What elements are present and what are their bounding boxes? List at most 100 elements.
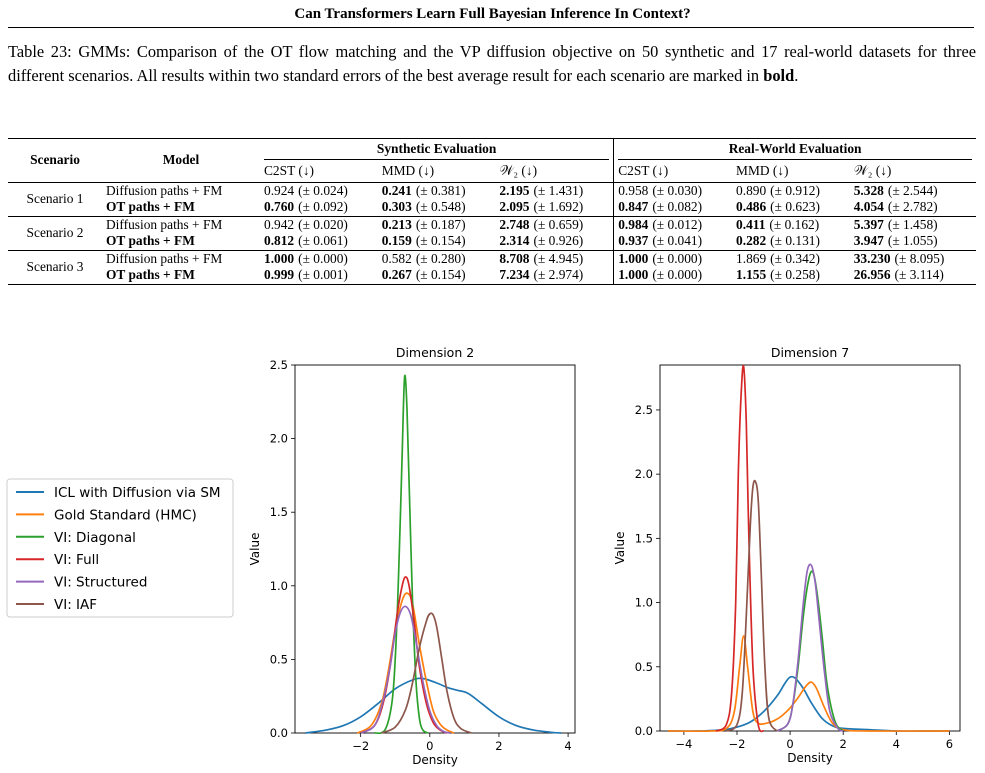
value-cell: 5.328 (± 2.544)	[849, 181, 976, 199]
metric-value: 1.869	[736, 250, 767, 266]
series-line-vi-diagonal	[776, 570, 844, 732]
value-cell: 0.984 (± 0.012)	[613, 215, 733, 233]
legend-label: VI: Structured	[54, 575, 147, 591]
table-body: Scenario 1 Diffusion paths + FM 0.924 (± 0.…	[8, 181, 976, 285]
y-tick-label: 0.0	[270, 726, 288, 740]
standard-error: (± 0.154)	[415, 233, 466, 249]
plot-frame	[659, 364, 961, 732]
header-model: Model	[102, 138, 260, 182]
x-tick-label: 4	[564, 739, 571, 753]
metric-value: 0.984	[618, 216, 649, 232]
header-rule	[8, 27, 974, 28]
standard-error: (± 2.782)	[887, 199, 938, 215]
chart-legend: ICL with Diffusion via SM Gold Standard (…	[6, 478, 234, 618]
series-line-icl-with-diffusion-via-sm	[305, 677, 562, 734]
metric-value: 3.947	[853, 233, 884, 249]
standard-error: (± 0.001)	[298, 267, 348, 283]
metric-value: 0.812	[264, 233, 295, 249]
value-cell: 0.958 (± 0.030)	[613, 181, 733, 199]
synthetic-group-label: Synthetic Evaluation	[264, 139, 610, 160]
series-line-vi-full	[715, 364, 765, 733]
value-cell: 1.000 (± 0.000)	[613, 267, 733, 285]
real-world-metric-header-2: 𝒲₂ (↓)	[853, 162, 892, 178]
value-cell: 1.000 (± 0.000)	[260, 249, 378, 267]
real-world-metric-header-1: MMD (↓)	[736, 162, 789, 178]
standard-error: (± 0.092)	[298, 199, 348, 215]
x-tick-label: −2	[352, 739, 369, 753]
metric-value: 2.314	[499, 233, 530, 249]
standard-error: (± 0.131)	[770, 233, 820, 249]
standard-error: (± 4.945)	[533, 250, 584, 266]
series-line-gold-standard-hmc	[667, 635, 950, 733]
table-row: Scenario 3 Diffusion paths + FM 1.000 (± 0.…	[8, 249, 976, 285]
standard-error: (± 8.095)	[894, 250, 945, 266]
legend-label: VI: Diagonal	[54, 530, 136, 546]
metric-value: 0.942	[264, 216, 295, 232]
standard-error: (± 0.024)	[298, 182, 348, 198]
value-cell: 0.942 (± 0.020)	[260, 215, 378, 233]
value-cell: 0.213 (± 0.187)	[377, 215, 496, 233]
y-axis-label: Value	[248, 533, 262, 566]
metric-value: 26.956	[853, 267, 891, 283]
y-tick-label: 1.5	[635, 531, 653, 545]
value-cell: 3.947 (± 1.055)	[850, 233, 976, 250]
legend-label: ICL with Diffusion via SM	[54, 485, 221, 501]
standard-error: (± 0.258)	[770, 267, 820, 283]
standard-error: (± 0.061)	[298, 233, 348, 249]
y-axis-label: Value	[613, 532, 627, 565]
metric-value: 2.195	[499, 182, 530, 198]
value-cell: 4.054 (± 2.782)	[850, 199, 976, 216]
value-cell: 26.956 (± 3.114)	[849, 267, 976, 285]
y-tick-label: 0.5	[635, 660, 653, 674]
metric-value: 0.847	[618, 199, 649, 215]
y-tick-label: 1.0	[270, 579, 288, 593]
table-caption: Table 23: GMMs: Comparison of the OT flo…	[8, 40, 976, 88]
standard-error: (± 0.012)	[652, 216, 703, 232]
header-real-world-evaluation: Real-World Evaluation	[613, 138, 976, 160]
legend-label: VI: IAF	[54, 597, 97, 613]
value-cell: 0.159 (± 0.154)	[378, 233, 496, 250]
value-cell: 0.937 (± 0.041)	[613, 233, 733, 250]
table-row: OT paths + FM 0.999 (± 0.001) 0.267 (± 0.154…	[8, 267, 976, 285]
series-line-vi-structured	[776, 563, 844, 732]
x-axis-label: Density	[787, 751, 833, 765]
standard-error: (± 2.974)	[533, 267, 584, 283]
metric-value: 2.748	[499, 216, 530, 232]
chart-title: Dimension 7	[771, 345, 849, 360]
header-synthetic-evaluation: Synthetic Evaluation	[260, 138, 614, 160]
value-cell: 0.582 (± 0.280)	[377, 249, 496, 267]
metric-value: 33.230	[853, 250, 891, 266]
standard-error: (± 0.659)	[533, 216, 584, 232]
value-cell: 0.241 (± 0.381)	[377, 181, 496, 199]
legend-label: VI: Full	[54, 552, 99, 568]
value-cell: 0.760 (± 0.092)	[260, 199, 378, 216]
value-cell: 0.486 (± 0.623)	[732, 199, 850, 216]
synthetic-metric-header-2: 𝒲₂ (↓)	[499, 162, 538, 178]
x-tick-label: 0	[786, 737, 793, 751]
chart-title: Dimension 2	[396, 345, 474, 360]
synthetic-metric-header-1: MMD (↓)	[381, 162, 435, 178]
standard-error: (± 0.154)	[415, 267, 466, 283]
metric-value: 0.890	[736, 182, 767, 198]
scenario-cell: Scenario 3	[8, 249, 102, 285]
metric-value: 0.411	[736, 216, 766, 232]
y-tick-label: 2.0	[635, 467, 653, 481]
value-cell: 0.999 (± 0.001)	[260, 267, 378, 285]
caption-end: .	[794, 66, 799, 85]
value-cell: 8.708 (± 4.945)	[495, 249, 614, 267]
standard-error: (± 1.692)	[533, 199, 584, 215]
value-cell: 0.303 (± 0.548)	[378, 199, 496, 216]
standard-error: (± 0.342)	[770, 250, 820, 266]
caption-bold-word: bold	[763, 66, 795, 85]
x-axis-label: Density	[412, 753, 458, 767]
metric-value: 5.328	[853, 182, 884, 198]
table-row: OT paths + FM 0.760 (± 0.092) 0.303 (± 0.548…	[8, 199, 976, 216]
standard-error: (± 0.162)	[769, 216, 820, 232]
y-tick-label: 0.0	[635, 724, 653, 738]
legend-items: ICL with Diffusion via SM Gold Standard (…	[16, 485, 221, 613]
table-row: Scenario 1 Diffusion paths + FM 0.924 (± 0.…	[8, 181, 976, 216]
metric-value: 2.095	[499, 199, 530, 215]
value-cell: 0.812 (± 0.061)	[260, 233, 378, 250]
real-world-group-label: Real-World Evaluation	[618, 139, 972, 160]
x-tick-label: −2	[729, 737, 746, 751]
